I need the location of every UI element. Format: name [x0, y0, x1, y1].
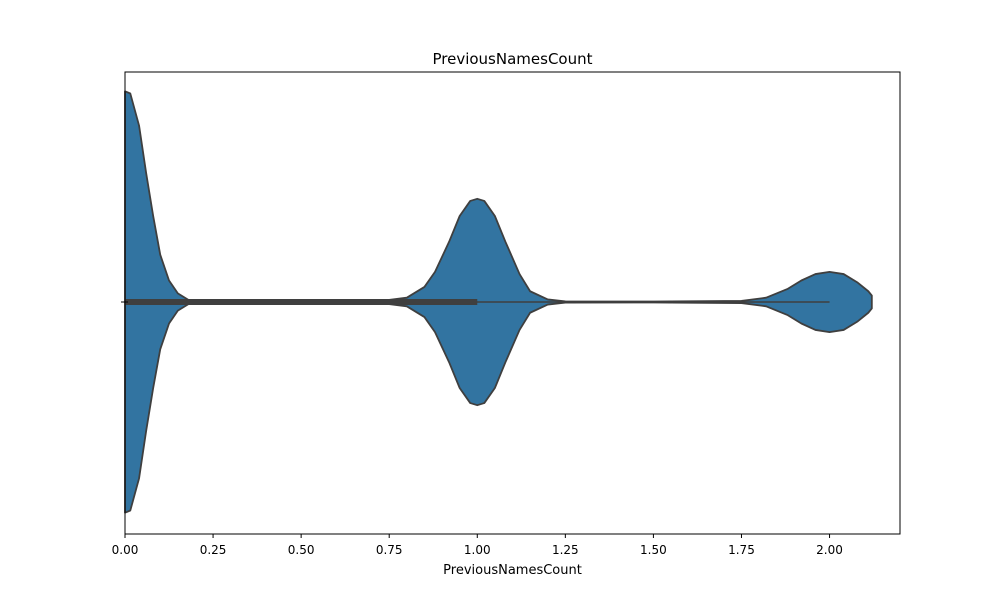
x-axis-ticks: 0.00 0.25 0.50 0.75 1.00 1.25 1.50 1.75 2.00 — [112, 301, 843, 557]
x-tick-label: 1.75 — [728, 543, 755, 557]
x-axis-label: PreviousNamesCount — [443, 563, 582, 578]
interquartile-box — [125, 299, 478, 305]
x-tick-label: 0.50 — [288, 543, 315, 557]
x-tick-label: 0.25 — [200, 543, 227, 557]
x-tick-label: 0.00 — [112, 543, 139, 557]
x-tick-label: 0.75 — [376, 543, 403, 557]
x-tick-label: 1.25 — [552, 543, 579, 557]
x-tick-label: 2.00 — [816, 543, 843, 557]
chart-title: PreviousNamesCount — [432, 50, 592, 68]
x-tick-label: 1.00 — [464, 543, 491, 557]
axes-frame — [124, 71, 901, 535]
x-tick-label: 1.50 — [640, 543, 667, 557]
